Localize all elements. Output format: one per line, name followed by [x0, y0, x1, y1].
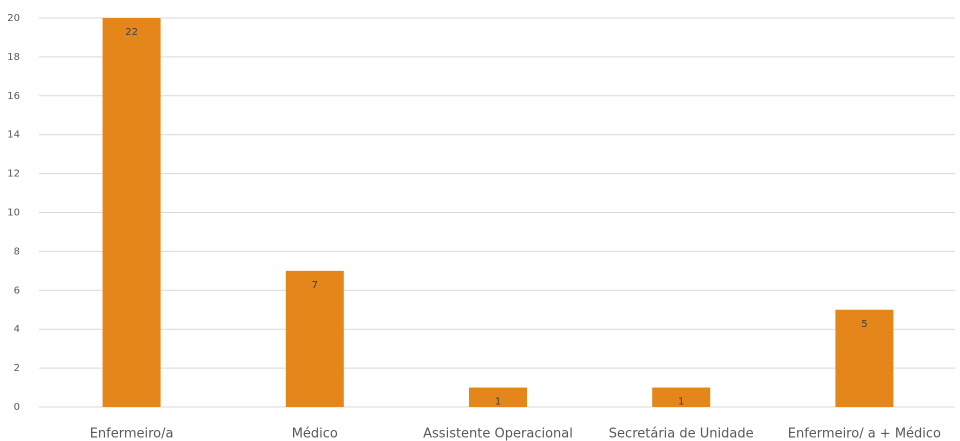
- bar: [102, 18, 161, 407]
- x-tick-label: Secretária de Unidade: [609, 427, 754, 441]
- bar: [285, 270, 344, 407]
- y-tick-label: 6: [14, 285, 20, 296]
- bar: [469, 387, 527, 407]
- data-label: 1: [678, 397, 684, 408]
- y-tick-label: 10: [7, 208, 20, 219]
- data-label: 22: [125, 27, 138, 38]
- data-label: 7: [312, 280, 318, 291]
- x-tick-label: Assistente Operacional: [423, 427, 573, 441]
- data-label: 5: [861, 319, 867, 330]
- x-tick-label: Enfermeiro/ a + Médico: [788, 427, 941, 441]
- y-tick-label: 12: [7, 169, 20, 180]
- y-tick-label: 2: [14, 363, 20, 374]
- y-tick-label: 8: [14, 246, 20, 257]
- bar: [652, 387, 711, 407]
- x-tick-label: Enfermeiro/a: [90, 427, 174, 441]
- y-tick-label: 4: [14, 324, 20, 335]
- x-tick-label: Médico: [292, 427, 338, 441]
- y-tick-label: 20: [7, 13, 20, 24]
- data-label: 1: [495, 397, 501, 408]
- y-tick-label: 18: [7, 52, 20, 63]
- y-tick-label: 0: [14, 402, 20, 413]
- bar: [835, 309, 894, 407]
- y-tick-label: 16: [7, 91, 20, 102]
- y-tick-label: 14: [7, 130, 20, 141]
